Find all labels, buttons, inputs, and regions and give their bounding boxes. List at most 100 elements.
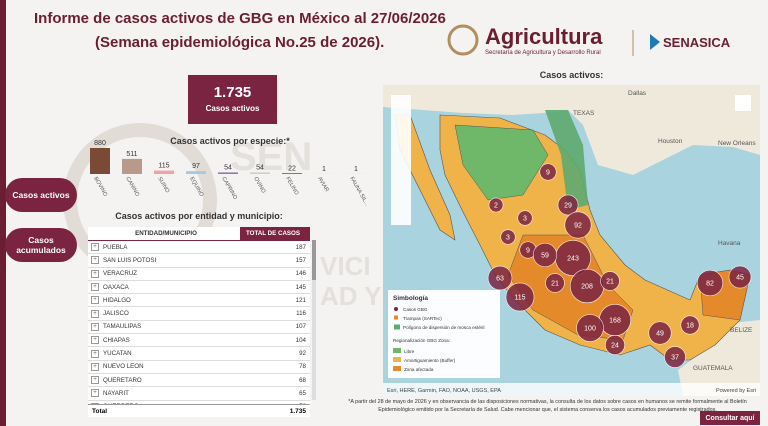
state-name: VERACRUZ (103, 270, 138, 278)
legend-zone: Zona afectada (404, 367, 434, 372)
value-label: 22 (288, 165, 296, 172)
case-bubble (532, 242, 558, 268)
case-count: 157 (295, 256, 306, 264)
svg-text:SEN: SEN (230, 135, 312, 179)
legend-zone: Amortiguamiento (Buffer) (404, 358, 456, 363)
case-count: 121 (295, 296, 306, 304)
map-controls[interactable] (391, 95, 751, 225)
case-bubble (539, 163, 557, 181)
case-bubble (517, 210, 533, 226)
case-bubble-label: 49 (656, 331, 664, 338)
logo-senasica-mark (650, 34, 660, 50)
logos: Agricultura Secretaría de Agricultura y … (447, 24, 731, 56)
expand-icon: + (91, 389, 99, 398)
map-place-label: GUATEMALA (693, 365, 733, 372)
table-row: + NUEVO LEON 78 (88, 360, 310, 374)
table-row: + SAN LUIS POTOSI 157 (88, 254, 310, 268)
table-row: + HIDALGO 121 (88, 294, 310, 308)
case-bubble (605, 335, 625, 355)
case-bubble-label: 63 (496, 276, 504, 283)
map-attribution: Esri, HERE, Garmin, FAO, NOAA, USGS, EPA (387, 388, 501, 394)
nav-accumulated-button[interactable]: Casos acumulados (5, 228, 77, 262)
map-place-label: New Orleans (718, 140, 756, 147)
state-name: PUEBLA (103, 243, 128, 251)
map-usa (383, 85, 760, 175)
case-bubble-label: 59 (541, 253, 549, 260)
state-name: NUEVO LEON (103, 363, 144, 371)
expand-icon: + (91, 322, 99, 331)
total-label: Total (92, 407, 108, 415)
case-bubble-label: 3 (523, 216, 527, 223)
category-label: AVIAR (316, 176, 329, 193)
legend-item: Polígono de dispersión de mosca estéril (403, 325, 484, 330)
table-title: Casos activos por entidad y municipio: (115, 211, 283, 221)
table-row: + PUEBLA 187 (88, 241, 310, 255)
category-label: FELINO (284, 176, 299, 197)
map-place-label: Houston (658, 138, 683, 145)
case-bubble-label: 9 (526, 248, 530, 255)
legend-symbol (394, 324, 400, 330)
legend-symbol (394, 315, 398, 320)
map: Dallas TEXAS Houston New Orleans Havana BELIZ… (383, 85, 760, 396)
state-name: YUCATAN (103, 350, 132, 358)
value-label: 115 (158, 163, 169, 170)
map-place-label: Havana (718, 240, 741, 247)
side-strip (0, 0, 6, 426)
consult-button[interactable]: Consultar aquí (700, 411, 760, 425)
svg-text:AD Y: AD Y (320, 281, 382, 311)
table-total-row: Total 1.735 (88, 404, 310, 417)
case-bubble-label: 9 (546, 170, 550, 177)
header-cell: TOTAL DE CASOS (240, 227, 310, 240)
header-cell: ENTIDAD/MUNICIPIO (135, 230, 197, 237)
case-bubble-label: 3 (506, 235, 510, 242)
scroll-thumb[interactable] (312, 240, 316, 280)
case-count: 107 (295, 323, 306, 331)
case-count: 145 (295, 283, 306, 291)
expand-icon: + (91, 243, 99, 252)
footnote: *A partir del 28 de mayo de 2026 y en ob… (348, 399, 747, 413)
table-row: + TAMAULIPAS 107 (88, 320, 310, 335)
map-basemap-button[interactable] (735, 95, 751, 111)
map-place-label: BELIZE (730, 327, 753, 334)
case-bubble-label: 208 (581, 284, 593, 291)
map-attribution-bar (383, 383, 760, 396)
legend-title: Simbología (393, 295, 428, 302)
case-count: 187 (295, 243, 306, 251)
case-bubble (664, 346, 686, 368)
expand-icon: + (91, 283, 99, 292)
value-label: 1 (354, 166, 358, 173)
case-count: 116 (296, 310, 306, 318)
bar (122, 158, 142, 174)
case-bubble (557, 194, 579, 216)
table-row: + JALISCO 116 (88, 307, 310, 321)
legend-swatch (393, 357, 401, 362)
case-bubble-label: 45 (736, 275, 744, 282)
bar (218, 172, 238, 174)
legend-swatch (393, 348, 401, 353)
table-scrollbar[interactable] (312, 240, 316, 400)
legend-zone-title: Regionalización GBG Zona: (393, 338, 450, 343)
species-chart: Casos activos por especie:* 880 BOVINO 511… (90, 136, 370, 207)
value-label: 880 (94, 140, 106, 147)
case-bubble (564, 211, 592, 239)
bar (154, 170, 174, 174)
case-bubble (696, 269, 724, 297)
map-powered-by: Powered by Esri (716, 388, 756, 394)
state-name: CHIAPAS (103, 336, 130, 344)
map-central-america (678, 320, 760, 396)
case-bubble-label: 92 (574, 223, 582, 230)
expand-icon: + (91, 269, 99, 278)
case-bubble-label: 82 (706, 281, 714, 288)
case-bubble (545, 273, 565, 293)
expand-icon: + (91, 296, 99, 305)
expand-icon: + (91, 256, 99, 265)
nav-active-button[interactable]: Casos activos (5, 178, 77, 212)
table-row: + YUCATAN 92 (88, 347, 310, 361)
table-row: + OAXACA 145 (88, 280, 310, 295)
map-toolbar[interactable] (391, 95, 411, 225)
case-bubble (680, 315, 700, 335)
case-bubble-label: 21 (551, 281, 559, 288)
case-bubble (505, 282, 535, 312)
logo-senasica: SENASICA (663, 35, 731, 50)
